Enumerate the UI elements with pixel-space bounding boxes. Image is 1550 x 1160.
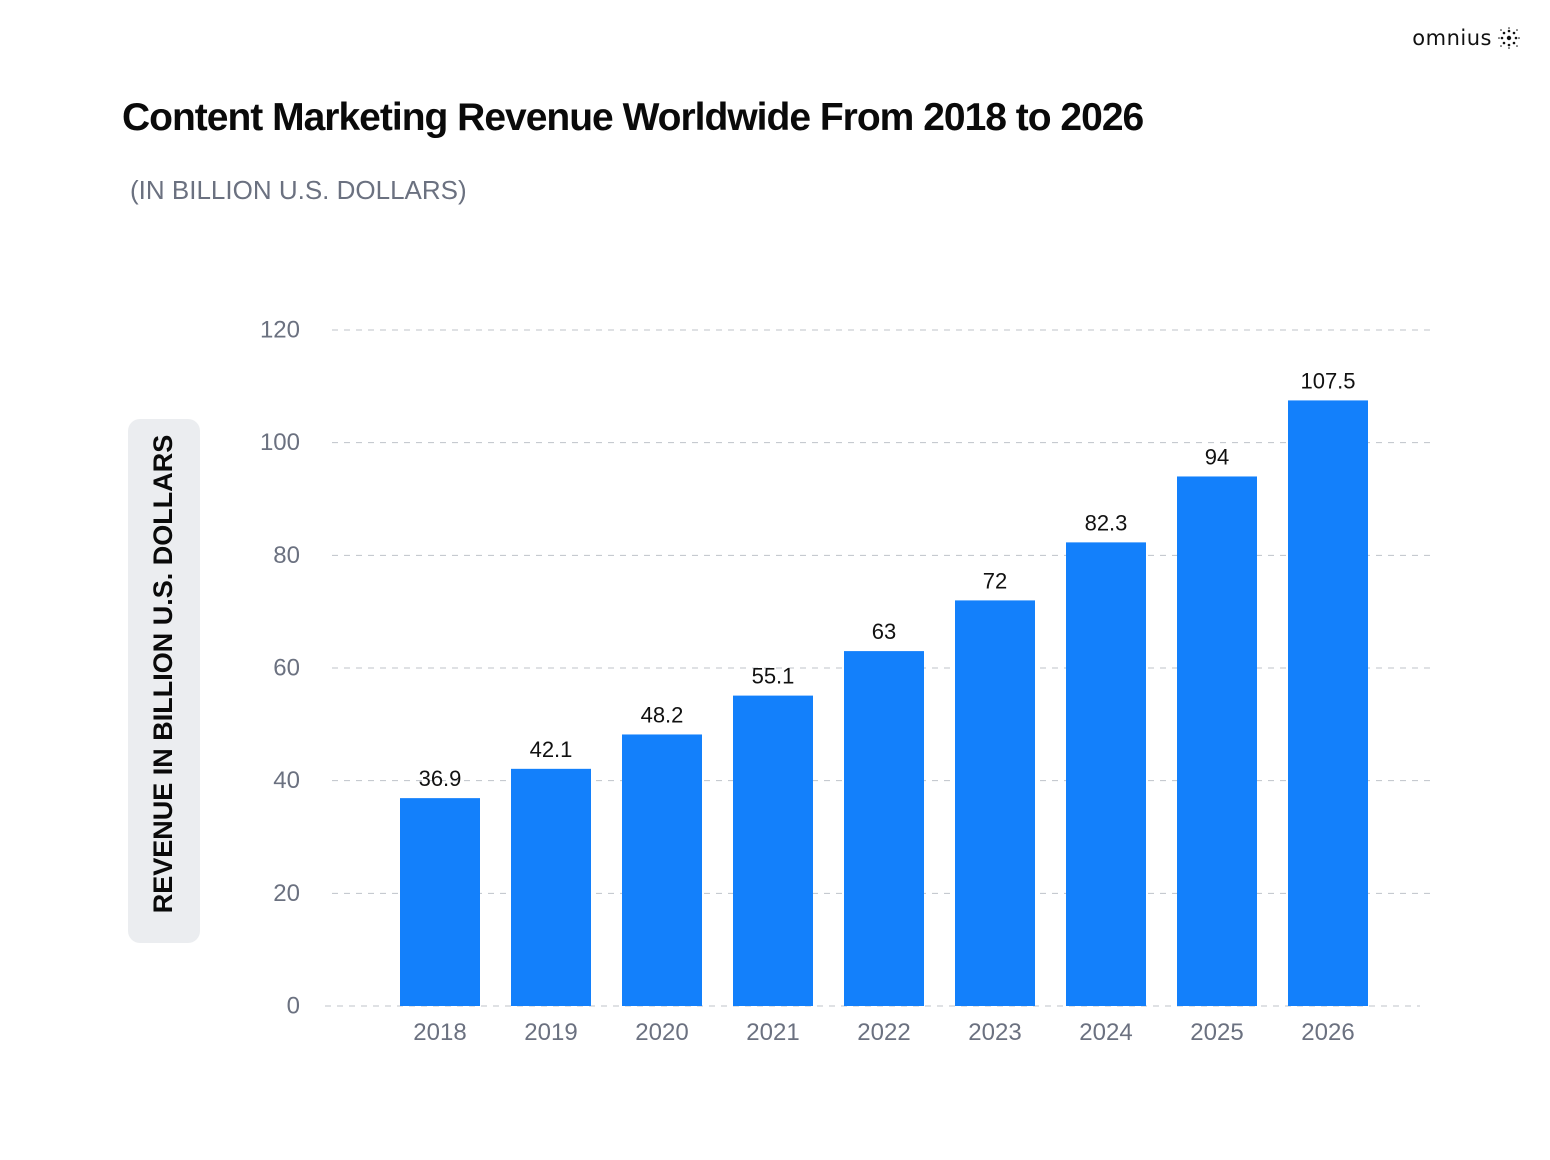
bar	[733, 695, 813, 1006]
chart-title: Content Marketing Revenue Worldwide From…	[122, 96, 1144, 139]
value-label: 82.3	[1085, 510, 1128, 535]
brand-logo: omnius	[1412, 26, 1520, 50]
bar	[1066, 542, 1146, 1006]
x-tick-label: 2024	[1079, 1019, 1132, 1046]
x-tick-label: 2026	[1301, 1019, 1354, 1046]
value-label: 63	[872, 619, 896, 644]
y-tick-label: 100	[260, 429, 300, 456]
x-axis-ticks: 2018 2019 2020 2021 2022 2023 2024 2025 2026	[413, 1019, 1354, 1046]
y-tick-label: 0	[287, 993, 300, 1020]
value-label: 36.9	[419, 766, 462, 791]
x-tick-label: 2019	[524, 1019, 577, 1046]
y-axis-label-background	[128, 419, 200, 943]
chart-subtitle: (IN BILLION U.S. DOLLARS)	[130, 175, 467, 205]
x-tick-label: 2020	[635, 1019, 688, 1046]
y-axis-label-group: REVENUE IN BILLION U.S. DOLLARS	[128, 419, 200, 943]
brand-name: omnius	[1412, 26, 1492, 50]
bar	[955, 600, 1035, 1006]
bar	[1177, 476, 1257, 1006]
bars	[400, 400, 1368, 1007]
value-label: 48.2	[641, 702, 684, 727]
bar	[844, 651, 924, 1006]
bar	[1288, 400, 1368, 1007]
omnius-logo-icon	[1498, 27, 1520, 49]
bar	[400, 798, 480, 1006]
y-tick-label: 60	[273, 655, 300, 682]
y-axis-label: REVENUE IN BILLION U.S. DOLLARS	[148, 435, 178, 914]
y-tick-label: 120	[260, 317, 300, 344]
bar	[511, 768, 591, 1006]
value-labels: 36.9 42.1 48.2 55.1 63 72 82.3 94 107.5	[419, 368, 1356, 791]
y-tick-label: 80	[273, 542, 300, 569]
y-tick-label: 20	[273, 880, 300, 907]
x-tick-label: 2018	[413, 1019, 466, 1046]
value-label: 107.5	[1300, 368, 1355, 393]
y-axis-ticks: 0 20 40 60 80 100 120	[260, 317, 300, 1020]
x-tick-label: 2021	[746, 1019, 799, 1046]
value-label: 94	[1205, 444, 1229, 469]
y-tick-label: 40	[273, 767, 300, 794]
value-label: 55.1	[752, 664, 795, 689]
x-tick-label: 2022	[857, 1019, 910, 1046]
value-label: 42.1	[530, 737, 573, 762]
value-label: 72	[983, 568, 1007, 593]
x-tick-label: 2023	[968, 1019, 1021, 1046]
x-tick-label: 2025	[1190, 1019, 1243, 1046]
bar	[622, 734, 702, 1006]
